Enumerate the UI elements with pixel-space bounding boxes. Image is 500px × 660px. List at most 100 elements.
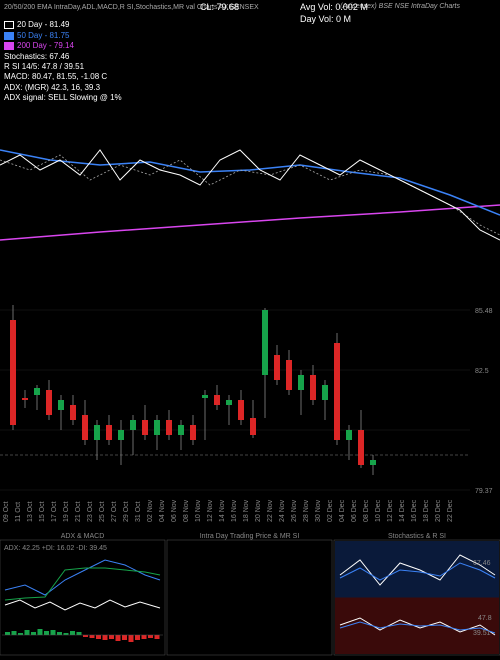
macd-bar	[38, 629, 43, 635]
dayvol-label: Day Vol:	[300, 14, 334, 24]
x-axis-label: 20 Nov	[255, 499, 262, 522]
cl-label: CL:	[200, 2, 214, 12]
candle-body	[58, 400, 64, 410]
x-axis-label: 22 Dec	[447, 499, 454, 522]
subpanel	[167, 540, 332, 655]
x-axis-label: 02 Dec	[327, 499, 334, 522]
legend-ema20: 20 Day - 81.49	[4, 20, 496, 30]
x-axis-label: 18 Nov	[243, 499, 250, 522]
candle-body	[94, 425, 100, 440]
x-axis-label: 09 Oct	[3, 501, 10, 522]
avgvol-value: 0.002 M	[335, 2, 368, 12]
y-axis-label: 82.5	[475, 368, 489, 375]
x-axis-label: 17 Oct	[51, 501, 58, 522]
x-axis-label: 20 Dec	[435, 499, 442, 522]
candle-body	[202, 395, 208, 398]
x-axis-label: 27 Oct	[111, 501, 118, 522]
x-axis-label: 02 Nov	[147, 499, 154, 522]
stoch-val: 67.46	[473, 560, 491, 567]
legend-adx_signal: ADX signal: SELL Slowing @ 1%	[4, 93, 496, 103]
candle-body	[70, 405, 76, 420]
macd-bar	[5, 632, 10, 635]
x-axis-label: 14 Dec	[399, 499, 406, 522]
x-axis-label: 06 Nov	[171, 499, 178, 522]
x-axis-label: 23 Oct	[87, 501, 94, 522]
candle-body	[358, 430, 364, 465]
candle-body	[286, 360, 292, 390]
title-line: 20/50/200 EMA IntraDay,ADL,MACD,R SI,Sto…	[4, 2, 496, 12]
x-axis-label: 12 Dec	[387, 499, 394, 522]
x-axis-label: 04 Nov	[159, 499, 166, 522]
candle-body	[22, 398, 28, 400]
x-axis-label: 25 Oct	[99, 501, 106, 522]
candle-body	[190, 425, 196, 440]
macd-bar	[129, 635, 134, 642]
macd-bar	[57, 632, 62, 635]
adx-line	[5, 560, 160, 595]
candle-body	[46, 390, 52, 415]
macd-bar	[148, 635, 153, 638]
x-axis-label: 31 Oct	[135, 501, 142, 522]
x-axis-label: 18 Dec	[423, 499, 430, 522]
subpanel-title: ADX & MACD	[61, 533, 105, 540]
macd-bar	[96, 635, 101, 639]
candle-body	[262, 310, 268, 375]
subpanel	[0, 540, 165, 655]
x-axis-label: 16 Dec	[411, 499, 418, 522]
x-axis-label: 06 Dec	[351, 499, 358, 522]
dotted-line	[0, 155, 500, 235]
macd-bar	[31, 632, 36, 635]
adx-line	[5, 568, 160, 600]
macd-bar	[90, 635, 95, 638]
macd-bar	[51, 630, 56, 635]
candle-body	[10, 320, 16, 425]
macd-bar	[83, 635, 88, 637]
candle-body	[310, 375, 316, 400]
x-axis-label: 26 Nov	[291, 499, 298, 522]
legend-macd: MACD: 80.47, 81.55, -1.08 C	[4, 72, 496, 82]
candle-body	[178, 425, 184, 435]
y-axis-label: 85.48	[475, 308, 493, 315]
rsi-val1: 47.8	[478, 615, 492, 622]
legend-stoch: Stochastics: 67.46	[4, 52, 496, 62]
candle-body	[142, 420, 148, 435]
candle-body	[106, 425, 112, 440]
candle-body	[250, 418, 256, 435]
x-axis-label: 19 Oct	[63, 501, 70, 522]
macd-bar	[70, 631, 75, 635]
x-axis-label: 13 Oct	[27, 501, 34, 522]
macd-bar	[155, 635, 160, 639]
x-axis-label: 14 Nov	[219, 499, 226, 522]
x-axis-label: 10 Dec	[375, 499, 382, 522]
x-axis-label: 24 Nov	[279, 499, 286, 522]
rsi-val2: 39.51	[473, 630, 491, 637]
candle-body	[82, 415, 88, 440]
x-axis-label: 29 Oct	[123, 501, 130, 522]
avgvol-label: Avg Vol:	[300, 2, 333, 12]
macd-bar	[25, 630, 30, 635]
adx-line	[5, 600, 160, 610]
macd-bar	[103, 635, 108, 640]
candle-body	[274, 355, 280, 380]
macd-bar	[135, 635, 140, 640]
candle-body	[130, 420, 136, 430]
macd-bar	[142, 635, 147, 639]
macd-bar	[64, 633, 69, 635]
x-axis-label: 08 Nov	[183, 499, 190, 522]
x-axis-label: 04 Dec	[339, 499, 346, 522]
subpanel-subtitle: ADX: 42.25 +DI: 16.02 -DI: 39.45	[4, 545, 107, 552]
candle-body	[322, 385, 328, 400]
header: 20/50/200 EMA IntraDay,ADL,MACD,R SI,Sto…	[0, 0, 500, 106]
cl-value: 79.68	[217, 2, 240, 12]
dayvol-value: 0 M	[336, 14, 351, 24]
candle-body	[346, 430, 352, 440]
macd-bar	[44, 631, 49, 635]
ema20-line	[0, 150, 500, 240]
x-axis-label: 21 Oct	[75, 501, 82, 522]
legend: 20 Day - 81.4950 Day - 81.75200 Day - 79…	[4, 20, 496, 103]
macd-bar	[109, 635, 114, 639]
legend-adx: ADX: (MGR) 42.3, 16, 39.3	[4, 83, 496, 93]
subpanel-title: Stochastics & R SI	[388, 533, 446, 540]
legend-ema50: 50 Day - 81.75	[4, 31, 496, 41]
candle-body	[166, 420, 172, 435]
